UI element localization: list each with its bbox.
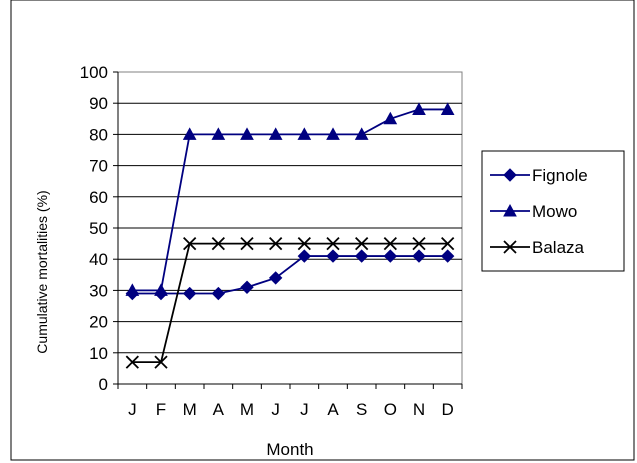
x-tick-label: N <box>413 400 425 419</box>
legend-label: Fignole <box>532 166 588 185</box>
data-point <box>383 111 398 125</box>
data-point <box>355 236 369 251</box>
x-tick-label: J <box>271 400 280 419</box>
data-point <box>383 249 398 263</box>
data-point <box>440 249 455 263</box>
marker-stroke <box>125 355 139 369</box>
data-point <box>268 271 283 285</box>
marker-stroke <box>441 236 455 251</box>
series-line <box>132 242 448 364</box>
legend-marker <box>503 203 517 217</box>
marker-stroke <box>154 355 168 369</box>
legend: Fignole Mowo Balaza <box>490 166 588 257</box>
data-point <box>183 236 197 251</box>
y-tick-label: 30 <box>89 281 108 300</box>
data-point <box>412 249 426 263</box>
marker-stroke <box>211 236 225 251</box>
series-balaza <box>125 236 455 369</box>
x-tick-label: J <box>300 400 309 419</box>
data-point <box>354 249 369 263</box>
x-tick-label: S <box>356 400 367 419</box>
data-point <box>440 102 455 115</box>
marker-stroke <box>412 236 426 251</box>
y-tick-label: 60 <box>89 188 108 207</box>
data-point <box>297 236 311 251</box>
data-point <box>354 127 369 140</box>
marker-stroke <box>355 236 369 251</box>
y-tick-label: 90 <box>89 94 108 113</box>
x-tick-label: A <box>213 400 225 419</box>
y-tick-label: 50 <box>89 219 108 238</box>
legend-label: Mowo <box>532 202 577 221</box>
data-point <box>211 127 226 140</box>
x-tick-label: M <box>240 400 254 419</box>
data-point <box>269 236 283 251</box>
y-tick-label: 20 <box>89 313 108 332</box>
marker-stroke <box>383 236 397 251</box>
data-point <box>154 283 168 296</box>
data-point <box>326 249 340 263</box>
data-point <box>182 127 197 140</box>
x-tick-label: O <box>384 400 397 419</box>
y-tick-label: 10 <box>89 344 108 363</box>
gridlines <box>118 102 462 354</box>
data-point <box>326 236 340 251</box>
x-tick-label: A <box>327 400 339 419</box>
x-tick-label: F <box>156 400 166 419</box>
legend-item-fignole: Fignole <box>490 166 588 185</box>
marker-stroke <box>297 236 311 251</box>
data-point <box>240 127 254 140</box>
y-tick-label: 80 <box>89 125 108 144</box>
legend-item-balaza: Balaza <box>490 238 585 257</box>
marker-stroke <box>240 236 254 251</box>
data-point <box>297 249 312 263</box>
axes <box>113 71 463 389</box>
legend-label: Balaza <box>532 238 585 257</box>
data-point <box>182 286 197 301</box>
data-point <box>383 236 397 251</box>
x-tick-label: D <box>442 400 454 419</box>
series-group <box>125 102 455 369</box>
y-axis-title: Cumulative mortalities (%) <box>34 190 50 353</box>
marker-stroke <box>183 236 197 251</box>
data-point <box>412 236 426 251</box>
y-tick-label: 100 <box>80 63 108 82</box>
legend-marker <box>503 240 517 254</box>
data-point <box>154 355 168 369</box>
data-point <box>125 283 140 296</box>
data-point <box>240 280 254 294</box>
data-point <box>240 236 254 251</box>
data-point <box>211 236 225 251</box>
data-point <box>268 127 283 140</box>
x-axis-title: Month <box>266 440 313 459</box>
data-point <box>441 236 455 251</box>
series-mowo <box>125 102 455 296</box>
data-point <box>412 102 426 115</box>
data-point <box>125 355 139 369</box>
x-tick-label: M <box>183 400 197 419</box>
data-point <box>211 286 226 301</box>
data-point <box>326 127 340 140</box>
legend-marker <box>503 168 517 182</box>
marker-stroke <box>269 236 283 251</box>
marker-stroke <box>326 236 340 251</box>
marker-stroke <box>503 240 517 254</box>
x-tick-label: J <box>128 400 137 419</box>
y-tick-label: 40 <box>89 250 108 269</box>
series-line <box>132 108 448 292</box>
legend-item-mowo: Mowo <box>490 202 577 221</box>
y-tick-label: 0 <box>99 375 108 394</box>
y-tick-label: 70 <box>89 157 108 176</box>
data-point <box>297 127 312 140</box>
